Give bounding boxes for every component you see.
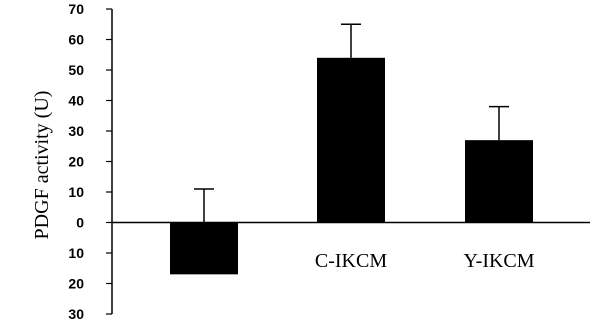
y-tick-label: 10 — [68, 184, 84, 200]
category-label: Y-IKCM — [463, 250, 534, 272]
bar — [465, 140, 533, 223]
y-tick-label: 10 — [68, 245, 84, 261]
category-label: C-IKCM — [315, 250, 387, 272]
y-tick-label: 20 — [68, 276, 84, 292]
y-axis-ticks: 30 20 10 0 10 20 30 40 50 60 70 — [68, 1, 112, 322]
y-tick-label: 60 — [68, 32, 84, 48]
y-tick-label: 20 — [68, 154, 84, 170]
y-tick-label: 30 — [68, 123, 84, 139]
bar — [317, 57, 385, 223]
y-tick-label: 40 — [68, 93, 84, 109]
bar — [170, 222, 238, 275]
error-bars — [194, 23, 509, 223]
y-tick-label: 50 — [68, 62, 84, 78]
y-tick-label: 70 — [68, 1, 84, 17]
category-labels: C-IKCM Y-IKCM — [315, 250, 535, 272]
y-tick-label: 0 — [76, 215, 84, 231]
y-axis-title: PDGF activity (U) — [31, 91, 53, 240]
bars — [170, 57, 533, 275]
y-tick-label: 30 — [68, 306, 84, 322]
